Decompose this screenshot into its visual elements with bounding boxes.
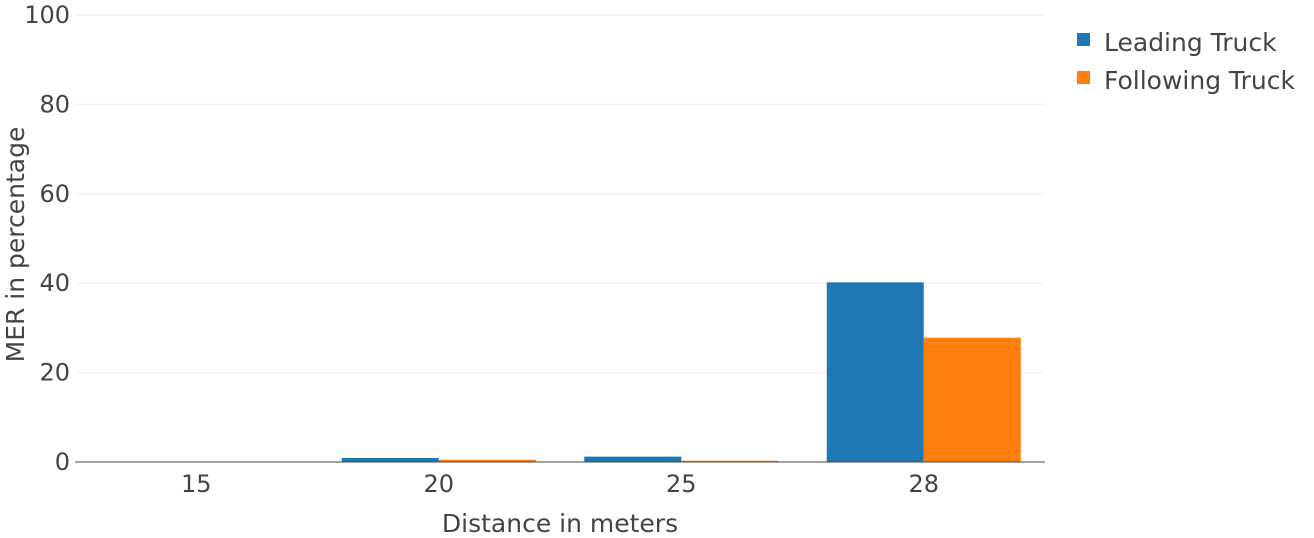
bar-following-truck-20[interactable] [438, 459, 536, 462]
legend-swatch [1077, 33, 1090, 46]
bar-leading-truck-28[interactable] [826, 282, 924, 462]
x-tick-label: 20 [423, 470, 454, 498]
bars [341, 282, 1021, 462]
y-tick-label: 60 [39, 180, 70, 208]
x-tick-labels: 15 20 25 28 [181, 470, 939, 498]
x-tick-label: 15 [181, 470, 212, 498]
legend-item-following-truck[interactable]: Following Truck [1077, 66, 1295, 95]
y-tick-labels: 0 20 40 60 80 100 [24, 1, 70, 476]
legend-label: Following Truck [1104, 66, 1295, 95]
y-tick-label: 80 [39, 90, 70, 118]
y-tick-label: 0 [55, 448, 70, 476]
bar-following-truck-25[interactable] [681, 460, 779, 462]
x-tick-label: 28 [908, 470, 939, 498]
y-tick-label: 20 [39, 359, 70, 387]
legend-label: Leading Truck [1104, 28, 1277, 57]
y-tick-label: 100 [24, 1, 70, 29]
y-axis-title: MER in percentage [1, 127, 30, 363]
bar-leading-truck-20[interactable] [341, 457, 439, 462]
legend[interactable]: Leading Truck Following Truck [1077, 28, 1295, 95]
bar-leading-truck-25[interactable] [584, 456, 682, 462]
y-tick-label: 40 [39, 269, 70, 297]
x-axis-title: Distance in meters [442, 509, 678, 538]
legend-swatch [1077, 71, 1090, 84]
bar-following-truck-28[interactable] [923, 337, 1021, 462]
legend-item-leading-truck[interactable]: Leading Truck [1077, 28, 1277, 57]
x-tick-label: 25 [666, 470, 697, 498]
